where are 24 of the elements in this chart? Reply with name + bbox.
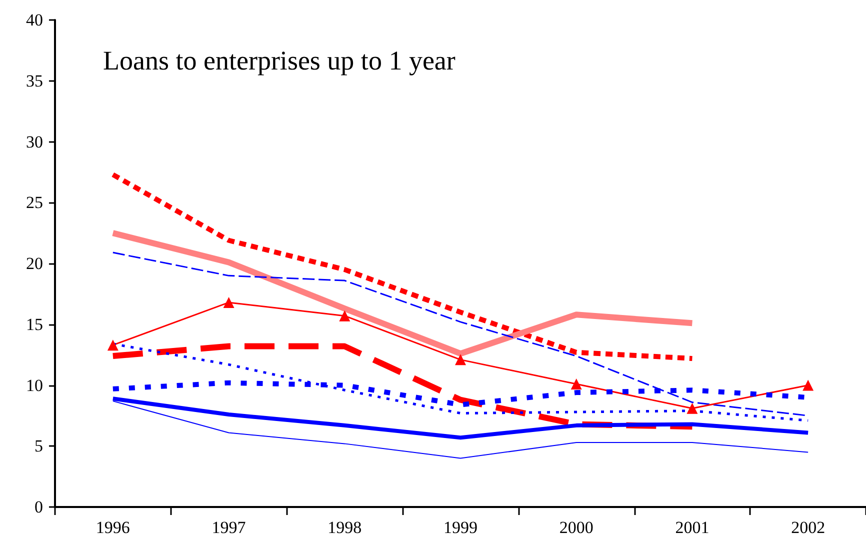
x-tick-label: 1998 [328,518,362,537]
x-tick-label: 2000 [559,518,594,537]
x-tick-label: 1996 [96,518,130,537]
point [223,296,234,308]
y-tick-label: 30 [26,132,43,152]
x-tick-label: 2002 [791,518,826,537]
point [455,354,466,366]
point [686,402,698,414]
text: Loans to enterprises up to 1 year [103,46,456,76]
y-tick-label: 40 [26,10,43,30]
x-tick-label: 1997 [212,518,246,537]
y-tick-label: 35 [26,71,43,90]
point [570,378,582,390]
point [339,310,350,322]
x-tick-label: 2001 [675,518,710,537]
point [802,380,814,391]
y-tick-label: 0 [34,498,43,516]
y-tick-label: 15 [26,314,43,334]
y-tick-label: 10 [26,376,43,395]
y-tick-label: 25 [26,193,43,212]
x-tick-label: 1999 [444,518,478,537]
y-tick-label: 5 [34,436,43,456]
point [107,340,118,351]
y-tick-label: 20 [26,254,43,273]
